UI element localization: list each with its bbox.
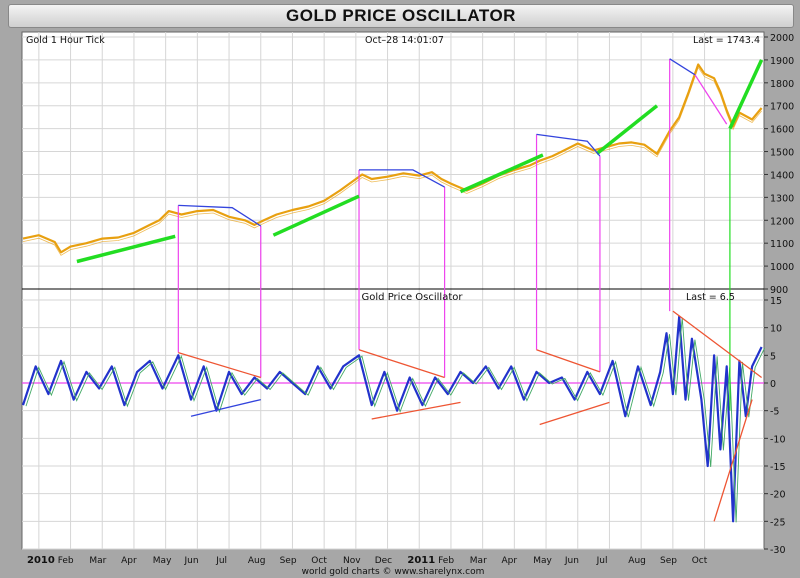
x-tick-label: 2010 (27, 555, 55, 566)
y-tick-label-bottom: 0 (770, 379, 776, 390)
x-tick-label: Dec (375, 556, 392, 566)
y-tick-label-bottom: -15 (770, 462, 786, 473)
y-tick-label-top: 1000 (770, 262, 794, 273)
trendline-top-blue (359, 169, 445, 188)
bottom-panel-title: Gold Price Oscillator (362, 292, 464, 303)
trendline-top-green (595, 104, 659, 156)
x-tick-label: May (533, 556, 552, 566)
y-tick-label-bottom: -20 (770, 490, 786, 501)
x-tick-label: Sep (660, 556, 677, 566)
y-tick-label-bottom: -25 (770, 517, 786, 528)
x-tick-label: Apr (121, 556, 137, 566)
gold-price-line (22, 63, 763, 254)
bottom-last-label: Last = 6.5 (686, 292, 735, 303)
y-tick-label-bottom: -5 (770, 407, 779, 418)
trendline-top-green (728, 59, 764, 130)
title-bar: GOLD PRICE OSCILLATOR (8, 4, 794, 28)
x-tick-label: Nov (343, 556, 361, 566)
x-tick-label: Jun (184, 556, 199, 566)
trendline-bottom-red (536, 349, 601, 373)
trendline-top-magenta (694, 74, 728, 125)
x-tick-label: Mar (470, 556, 487, 566)
y-tick-label-bottom: 5 (770, 351, 776, 362)
trendline-top-green (272, 194, 360, 237)
x-tick-label: Apr (502, 556, 518, 566)
x-tick-label: Feb (58, 556, 74, 566)
trendline-bottom-red (539, 401, 610, 426)
x-tick-label: Jul (215, 556, 227, 566)
trendline-bottom-red (358, 349, 445, 379)
footer-credit: world gold charts © www.sharelynx.com (302, 567, 485, 577)
y-tick-label-top: 1400 (770, 170, 794, 181)
y-tick-label-top: 2000 (770, 33, 794, 44)
oscillator-signal-line (25, 317, 766, 523)
trendline-top-blue (178, 204, 262, 227)
y-tick-label-top: 900 (770, 285, 788, 296)
y-tick-label-bottom: -10 (770, 434, 786, 445)
x-tick-label: Jul (596, 556, 608, 566)
x-tick-label: Sep (280, 556, 297, 566)
y-tick-label-top: 1100 (770, 239, 794, 250)
y-tick-label-bottom: 15 (770, 296, 782, 307)
x-tick-label: Aug (248, 556, 266, 566)
timestamp-label: Oct–28 14:01:07 (365, 35, 444, 46)
trendline-top-green (459, 153, 544, 194)
x-tick-label: 2011 (407, 555, 435, 566)
y-tick-label-top: 1900 (770, 56, 794, 67)
trendline-bottom-red (672, 310, 762, 379)
x-tick-label: Jun (564, 556, 579, 566)
y-tick-label-top: 1800 (770, 79, 794, 90)
trendline-top-green (76, 234, 176, 264)
y-tick-label-bottom: -30 (770, 545, 786, 556)
top-last-label: Last = 1743.4 (693, 35, 760, 46)
trendline-bottom-blue (190, 398, 261, 417)
top-panel-title: Gold 1 Hour Tick (26, 35, 105, 46)
trendline-bottom-red (178, 351, 261, 379)
x-tick-label: Feb (438, 556, 454, 566)
y-tick-label-top: 1500 (770, 148, 794, 159)
trendline-top-blue (536, 133, 601, 157)
y-tick-label-top: 1600 (770, 125, 794, 136)
trendline-bottom-red (371, 401, 461, 420)
grid-bottom (22, 299, 768, 550)
y-tick-label-top: 1200 (770, 216, 794, 227)
chart-labels: 2010 Feb Mar Apr May Jun Jul Aug Sep Oct Nov Dec 201… (26, 33, 794, 577)
y-tick-label-bottom: 10 (770, 324, 782, 335)
chart-title: GOLD PRICE OSCILLATOR (286, 6, 516, 25)
trendline-top-blue (669, 58, 696, 76)
chart-marks (21, 58, 766, 523)
trendline-bottom-red (713, 399, 753, 522)
x-tick-label: Aug (628, 556, 646, 566)
y-tick-label-top: 1700 (770, 102, 794, 113)
y-tick-label-top: 1300 (770, 193, 794, 204)
grid-top (22, 32, 768, 549)
x-tick-label: Oct (311, 556, 327, 566)
x-tick-label: Mar (89, 556, 106, 566)
x-tick-label: Oct (692, 556, 708, 566)
x-tick-label: May (153, 556, 172, 566)
oscillator-line (21, 315, 763, 523)
